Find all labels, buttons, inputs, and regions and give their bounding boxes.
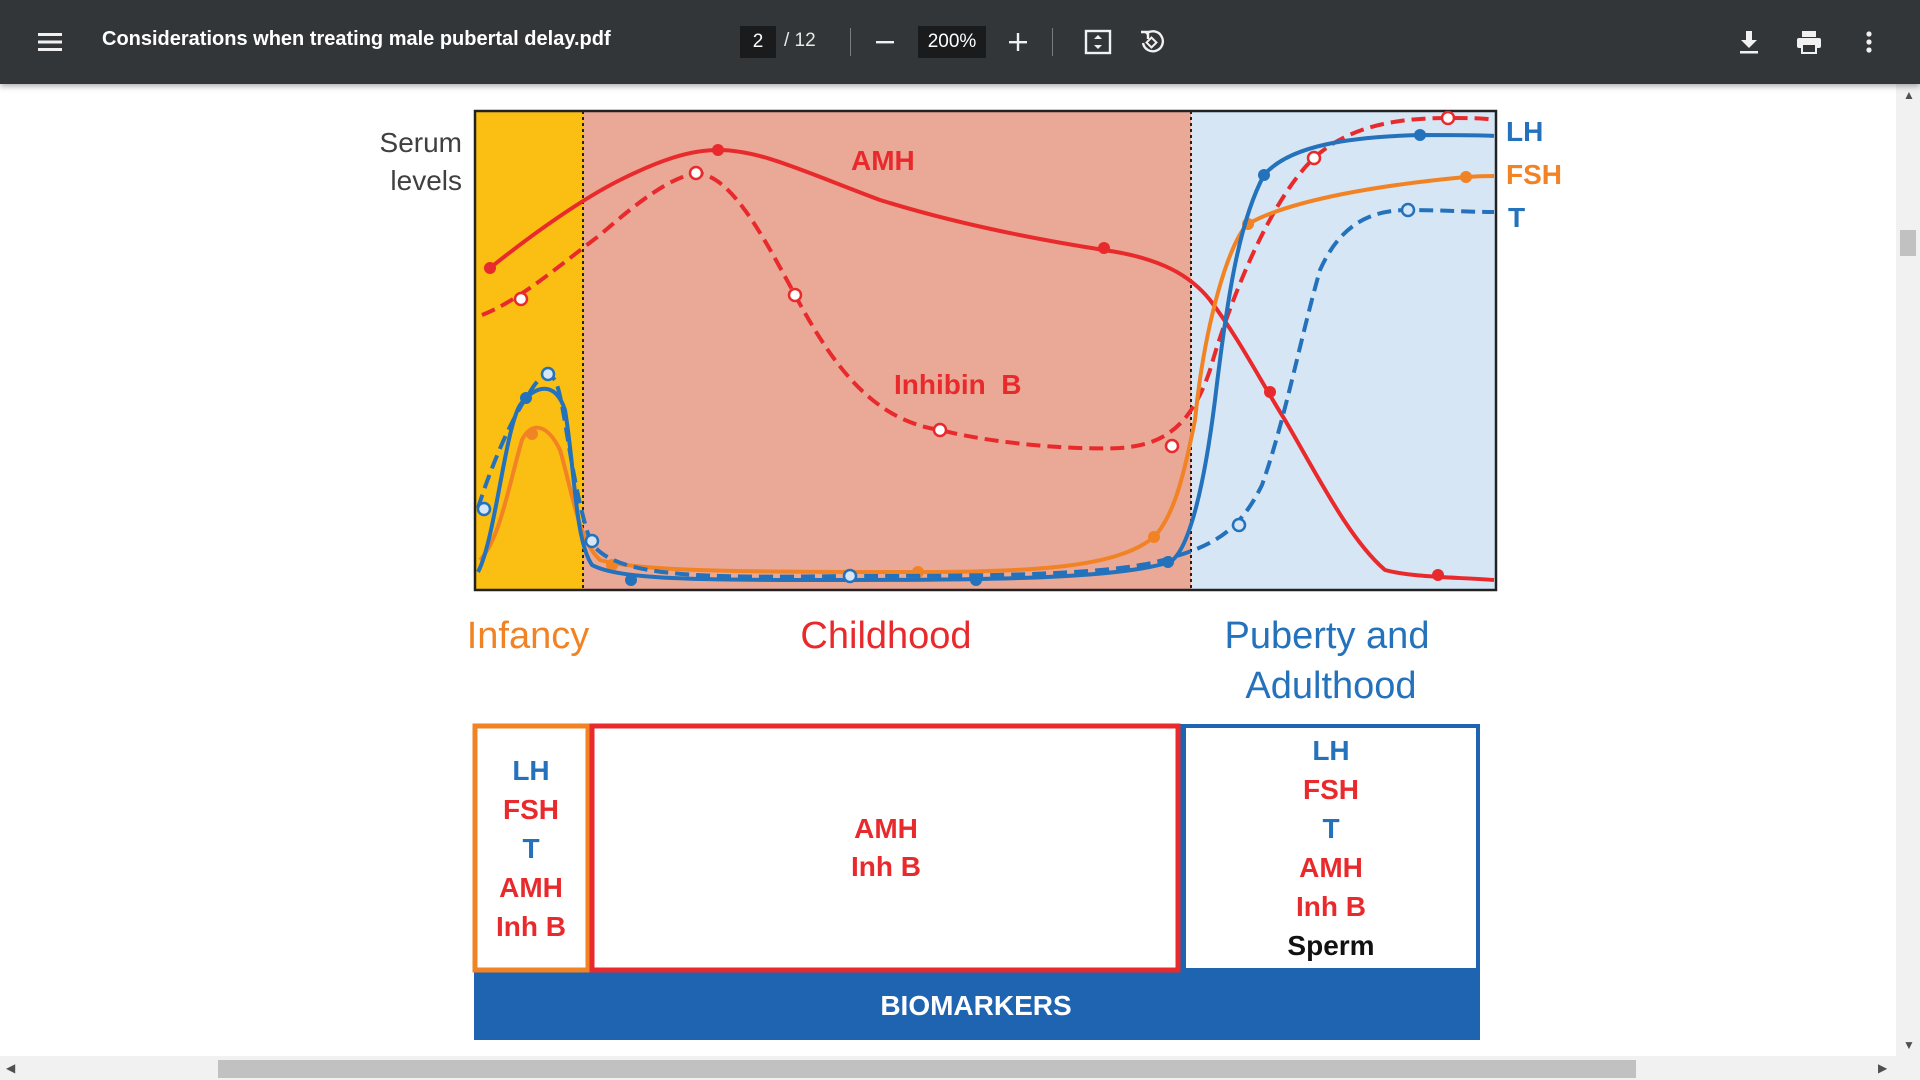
infancy-biomarker-box bbox=[472, 723, 591, 973]
zoom-level-input[interactable]: 200% bbox=[918, 26, 986, 58]
page-number-input[interactable]: 2 bbox=[740, 26, 776, 58]
scroll-left-icon[interactable]: ◀ bbox=[6, 1061, 16, 1075]
puberty-label-line2: Adulthood bbox=[1245, 665, 1416, 707]
puberty-biomarker-t: T bbox=[1322, 813, 1339, 844]
figure-serum-levels: Serum levels AMH Inhibin B LH FSH T Infa… bbox=[380, 109, 1562, 1040]
infancy-biomarker-inhb: Inh B bbox=[496, 911, 566, 942]
puberty-biomarker-box bbox=[1186, 728, 1476, 968]
print-icon[interactable] bbox=[1787, 20, 1831, 64]
puberty-label-line1: Puberty and bbox=[1225, 615, 1430, 657]
amh-curve bbox=[488, 147, 1495, 582]
infancy-biomarker-amh: AMH bbox=[499, 872, 563, 903]
horizontal-scrollbar[interactable]: ◀ ▶ bbox=[0, 1056, 1896, 1080]
t-point bbox=[584, 533, 600, 549]
toolbar-divider bbox=[850, 28, 851, 56]
pdf-page-view: Serum levels AMH Inhibin B LH FSH T Infa… bbox=[0, 84, 1896, 1056]
inhibin-b-label: Inhibin B bbox=[894, 369, 1022, 400]
childhood-biomarker-box bbox=[589, 723, 1181, 973]
scrollbar-corner bbox=[1896, 1056, 1920, 1080]
more-vert-icon[interactable] bbox=[1847, 20, 1891, 64]
y-axis-label-line1: Serum bbox=[380, 127, 462, 158]
amh-point bbox=[1432, 569, 1444, 581]
vertical-scroll-thumb[interactable] bbox=[1900, 230, 1916, 256]
inhibin-b-point bbox=[932, 422, 948, 438]
inhibin-b-point bbox=[1164, 438, 1180, 454]
plot-frame bbox=[473, 109, 1498, 592]
zoom-out-icon[interactable] bbox=[863, 20, 907, 64]
lh-point bbox=[1414, 129, 1426, 141]
puberty-biomarker-inhb: Inh B bbox=[1296, 891, 1366, 922]
page-count: / 12 bbox=[784, 30, 816, 51]
fsh-point bbox=[1148, 531, 1160, 543]
lh-point bbox=[625, 574, 637, 586]
inhibin-b-point bbox=[1306, 150, 1322, 166]
infancy-biomarker-lh: LH bbox=[512, 755, 549, 786]
infancy-label: Infancy bbox=[467, 615, 590, 657]
amh-point bbox=[1264, 386, 1276, 398]
lh-curve bbox=[476, 132, 1495, 583]
inhibin-b-point bbox=[1440, 110, 1456, 126]
inhibin-b-point bbox=[688, 165, 704, 181]
puberty-biomarker-lh: LH bbox=[1312, 735, 1349, 766]
fsh-point bbox=[1460, 171, 1472, 183]
download-icon[interactable] bbox=[1727, 20, 1771, 64]
menu-icon[interactable] bbox=[28, 20, 72, 64]
biomarkers-label: BIOMARKERS bbox=[880, 990, 1071, 1021]
t-label: T bbox=[1508, 202, 1525, 233]
t-point bbox=[1400, 202, 1416, 218]
scroll-up-icon[interactable]: ▲ bbox=[1903, 88, 1915, 102]
infancy-biomarker-t: T bbox=[522, 833, 539, 864]
zoom-in-icon[interactable] bbox=[996, 20, 1040, 64]
infancy-region bbox=[475, 111, 583, 590]
pdf-toolbar: Considerations when treating male pubert… bbox=[0, 0, 1920, 84]
rotate-icon[interactable] bbox=[1129, 20, 1173, 64]
childhood-label: Childhood bbox=[800, 615, 971, 657]
inhibin-b-curve bbox=[481, 115, 1495, 451]
amh-point bbox=[712, 144, 724, 156]
lh-point bbox=[1258, 169, 1270, 181]
t-point bbox=[476, 501, 492, 517]
scroll-down-icon[interactable]: ▼ bbox=[1903, 1038, 1915, 1052]
inhibin-b-point bbox=[787, 287, 803, 303]
fsh-curve bbox=[478, 174, 1495, 575]
document-title: Considerations when treating male pubert… bbox=[102, 28, 611, 50]
amh-point bbox=[1098, 242, 1110, 254]
amh-label: AMH bbox=[851, 145, 915, 176]
fit-page-icon[interactable] bbox=[1076, 20, 1120, 64]
puberty-biomarker-fsh: FSH bbox=[1303, 774, 1359, 805]
fsh-point bbox=[526, 428, 538, 440]
y-axis-label-line2: levels bbox=[390, 165, 462, 196]
vertical-scrollbar[interactable]: ▲ ▼ bbox=[1896, 84, 1920, 1056]
toolbar-divider bbox=[1052, 28, 1053, 56]
amh-point bbox=[484, 262, 496, 274]
scroll-right-icon[interactable]: ▶ bbox=[1878, 1061, 1888, 1075]
childhood-biomarker-amh: AMH bbox=[854, 813, 918, 844]
puberty-biomarker-sperm: Sperm bbox=[1287, 930, 1374, 961]
t-point bbox=[1231, 517, 1247, 533]
lh-label: LH bbox=[1506, 116, 1543, 147]
t-point bbox=[540, 366, 556, 382]
inhibin-b-point bbox=[513, 291, 529, 307]
t-point bbox=[842, 568, 858, 584]
horizontal-scroll-thumb[interactable] bbox=[218, 1060, 1636, 1078]
childhood-region bbox=[583, 111, 1191, 590]
infancy-biomarker-fsh: FSH bbox=[503, 794, 559, 825]
childhood-biomarker-inhb: Inh B bbox=[851, 851, 921, 882]
fsh-label: FSH bbox=[1506, 159, 1562, 190]
puberty-biomarker-amh: AMH bbox=[1299, 852, 1363, 883]
